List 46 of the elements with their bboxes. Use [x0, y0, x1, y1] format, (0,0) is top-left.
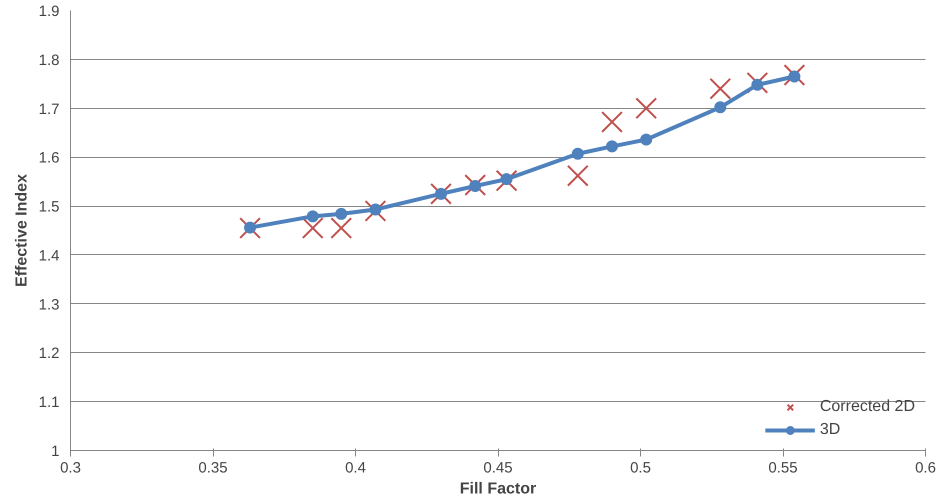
- point: [244, 222, 256, 234]
- y-tick-label: 1.8: [38, 52, 60, 69]
- x-tick-label: 0.4: [345, 460, 366, 476]
- point: [709, 78, 732, 100]
- y-tick-label: 1.1: [38, 394, 60, 412]
- point: [635, 97, 658, 120]
- point: [751, 78, 764, 91]
- y-tick-label: 1: [51, 443, 60, 460]
- x-tick-label: 0.3: [60, 460, 81, 476]
- point: [430, 182, 452, 205]
- x-tick-label: 0.45: [483, 460, 513, 476]
- y-tick-label: 1.2: [38, 345, 60, 362]
- point: [469, 180, 482, 192]
- point: [714, 101, 726, 114]
- y-tick-label: 1.9: [38, 3, 60, 20]
- y-tick-label: 1.7: [38, 100, 60, 118]
- point: [566, 164, 589, 187]
- point: [601, 111, 623, 133]
- y-tick-label: 1.6: [38, 150, 60, 167]
- y-tick-label: 1.3: [38, 296, 60, 314]
- point: [306, 210, 319, 222]
- y-tick-label: 1.4: [38, 247, 60, 264]
- x-tick-label: 0.35: [198, 460, 228, 476]
- point: [364, 200, 386, 222]
- x-tick-label: 0.5: [630, 460, 651, 476]
- y-axis-title: Effective Index: [14, 174, 31, 287]
- point: [500, 173, 513, 186]
- legend-label: 3D: [820, 421, 840, 439]
- point: [335, 208, 348, 220]
- point: [572, 148, 584, 160]
- x-axis-title: Fill Factor: [460, 480, 536, 498]
- x-tick-label: 0.6: [915, 460, 936, 476]
- point: [640, 134, 652, 146]
- point: [302, 217, 324, 239]
- point: [788, 70, 800, 82]
- point: [369, 203, 382, 216]
- point: [606, 140, 618, 152]
- point: [330, 217, 352, 239]
- y-tick-label: 1.5: [38, 198, 60, 216]
- legend-label: Corrected 2D: [820, 398, 915, 416]
- point: [784, 64, 806, 86]
- point: [464, 174, 486, 196]
- x-tick-label: 0.55: [768, 460, 798, 476]
- point: [496, 170, 518, 192]
- point: [239, 217, 261, 239]
- point: [435, 188, 447, 200]
